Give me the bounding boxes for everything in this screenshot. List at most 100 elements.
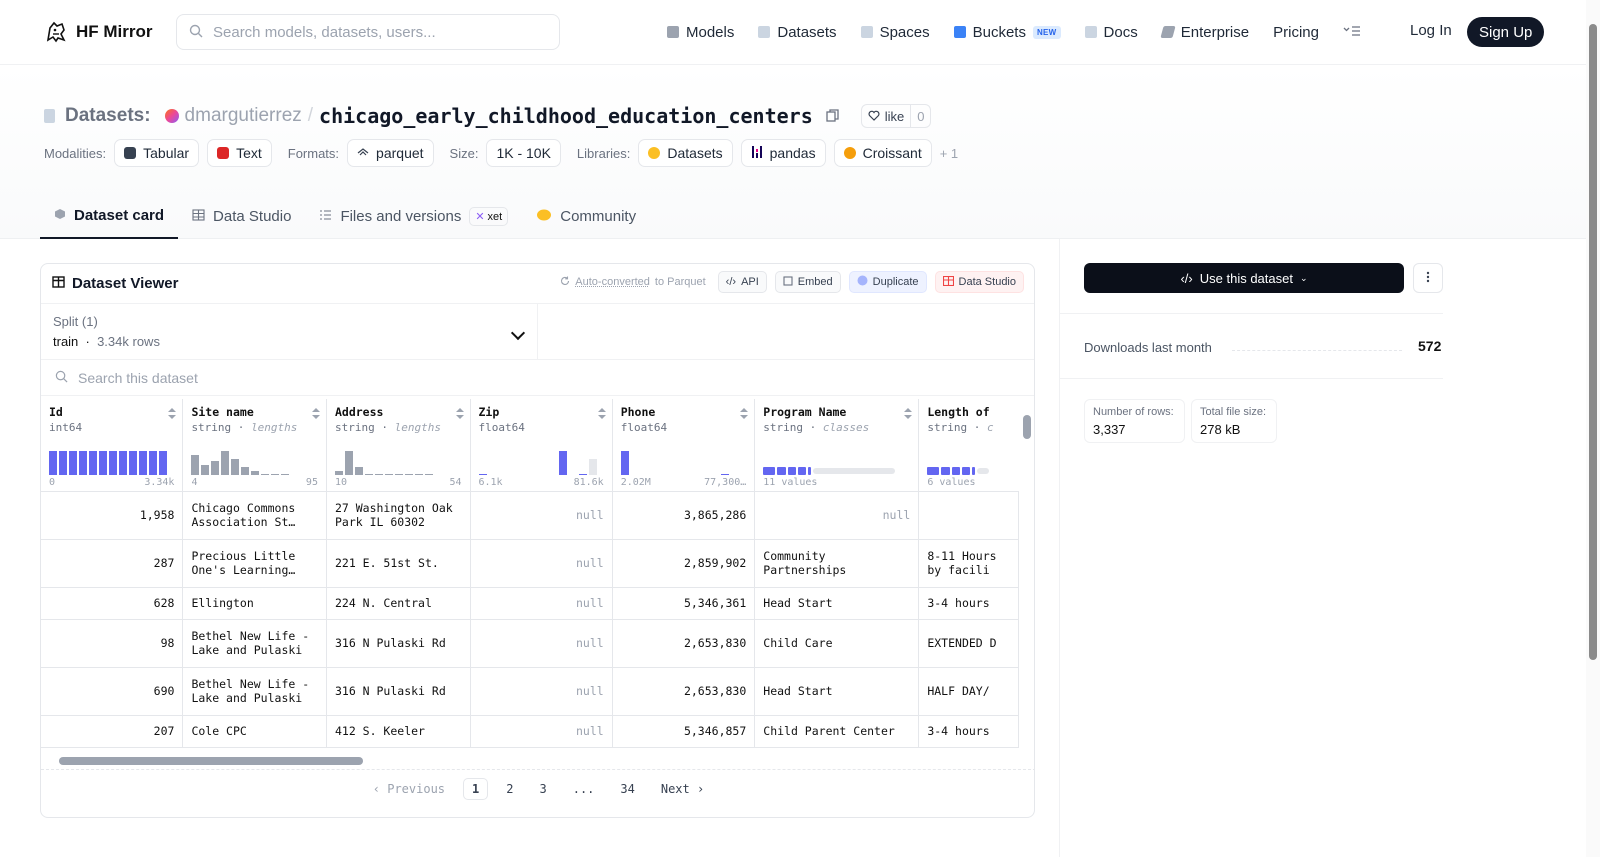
embed-button[interactable]: Embed — [774, 271, 841, 293]
sort-icon[interactable] — [904, 408, 913, 420]
column-header-program-name[interactable]: Program Name string · classes 11 values — [754, 399, 920, 492]
cell-zip[interactable]: null — [470, 619, 613, 668]
cell-address[interactable]: 316 N Pulaski Rd — [326, 619, 471, 668]
cell-phone[interactable]: 2,653,830 — [612, 667, 756, 716]
cell-site-name[interactable]: Bethel New Life - Lake and Pulaski — [182, 667, 327, 716]
page-button[interactable]: 2 — [506, 781, 514, 796]
brand-logo[interactable]: HF Mirror — [44, 20, 153, 44]
tag-tabular[interactable]: Tabular — [114, 139, 200, 167]
tab-community[interactable]: Community — [522, 194, 650, 239]
cell-phone[interactable]: 2,653,830 — [612, 619, 756, 668]
cell-id[interactable]: 287 — [41, 539, 184, 588]
cell-id[interactable]: 207 — [41, 715, 184, 748]
cell-program-name[interactable]: Child Parent Center — [754, 715, 920, 748]
owner-link[interactable]: dmargutierrez — [184, 105, 302, 126]
duplicate-button[interactable]: Duplicate — [848, 271, 927, 293]
nav-docs[interactable]: Docs — [1084, 20, 1138, 44]
previous-page-button[interactable]: ‹ Previous — [372, 781, 446, 796]
cell-length[interactable] — [918, 491, 1019, 540]
cell-zip[interactable]: null — [470, 715, 613, 748]
cell-site-name[interactable]: Cole CPC — [182, 715, 327, 748]
cell-id[interactable]: 1,958 — [41, 491, 184, 540]
cell-program-name[interactable]: Community Partnerships — [754, 539, 920, 588]
section-label[interactable]: Datasets: — [65, 105, 151, 126]
cell-zip[interactable]: null — [470, 667, 613, 716]
cell-program-name[interactable]: Head Start — [754, 587, 920, 620]
nav-pricing[interactable]: Pricing — [1273, 20, 1319, 44]
dataset-search-input[interactable] — [78, 369, 678, 386]
column-header-phone[interactable]: Phone float64 2.02M 77,300… — [612, 399, 756, 492]
tag-pandas[interactable]: pandas — [740, 139, 826, 167]
table-row[interactable]: 690 Bethel New Life - Lake and Pulaski 3… — [41, 667, 1019, 716]
cell-site-name[interactable]: Bethel New Life - Lake and Pulaski — [182, 619, 327, 668]
login-link[interactable]: Log In — [1410, 22, 1452, 39]
table-row[interactable]: 98 Bethel New Life - Lake and Pulaski 31… — [41, 619, 1019, 668]
global-search-input[interactable] — [213, 23, 543, 41]
dataset-search[interactable] — [41, 360, 1034, 396]
column-header-length[interactable]: Length of string · c 6 values — [918, 399, 1019, 492]
table-row[interactable]: 207 Cole CPC 412 S. Keeler null 5,346,85… — [41, 715, 1019, 748]
nav-models[interactable]: Models — [667, 20, 734, 44]
column-header-address[interactable]: Address string · lengths 10 54 — [326, 399, 471, 492]
cell-address[interactable]: 412 S. Keeler — [326, 715, 471, 748]
cell-id[interactable]: 98 — [41, 619, 184, 668]
signup-button[interactable]: Sign Up — [1467, 17, 1545, 47]
tab-data-studio[interactable]: Data Studio — [178, 194, 305, 239]
cell-length[interactable]: 3-4 hours — [918, 587, 1019, 620]
column-header-site-name[interactable]: Site name string · lengths 4 95 — [182, 399, 327, 492]
cell-address[interactable]: 316 N Pulaski Rd — [326, 667, 471, 716]
column-header-zip[interactable]: Zip float64 6.1k 81.6k — [470, 399, 613, 492]
repo-name[interactable]: chicago_early_childhood_education_center… — [319, 104, 813, 128]
tag-size[interactable]: 1K - 10K — [486, 139, 561, 167]
sort-icon[interactable] — [455, 408, 464, 420]
data-studio-button[interactable]: Data Studio — [934, 271, 1024, 293]
split-select[interactable]: Split (1) train · 3.34k rows — [41, 304, 538, 359]
table-row[interactable]: 628 Ellington 224 N. Central null 5,346,… — [41, 587, 1019, 620]
page-scrollbar[interactable] — [1586, 0, 1600, 857]
nav-datasets[interactable]: Datasets — [758, 20, 837, 44]
libraries-more[interactable]: + 1 — [939, 145, 959, 161]
cell-phone[interactable]: 5,346,857 — [612, 715, 756, 748]
tag-parquet[interactable]: parquet — [347, 139, 434, 167]
cell-address[interactable]: 221 E. 51st St. — [326, 539, 471, 588]
tab-files-versions[interactable]: Files and versions ✕ xet — [305, 194, 522, 239]
page-button[interactable]: 3 — [539, 781, 547, 796]
cell-site-name[interactable]: Ellington — [182, 587, 327, 620]
scrollbar-thumb[interactable] — [1589, 24, 1597, 660]
cell-zip[interactable]: null — [470, 491, 613, 540]
api-button[interactable]: ‹/› API — [717, 271, 767, 293]
cell-length[interactable]: HALF DAY/ — [918, 667, 1019, 716]
scrollbar-thumb[interactable] — [1023, 415, 1031, 439]
page-button[interactable]: 34 — [620, 781, 635, 796]
tab-dataset-card[interactable]: Dataset card — [40, 194, 179, 239]
cell-address[interactable]: 27 Washington Oak Park IL 60302 — [326, 491, 471, 540]
cell-zip[interactable]: null — [470, 587, 613, 620]
sort-icon[interactable] — [597, 408, 606, 420]
grid-horizontal-scrollbar[interactable] — [41, 754, 1019, 768]
cell-id[interactable]: 628 — [41, 587, 184, 620]
cell-zip[interactable]: null — [470, 539, 613, 588]
sort-icon[interactable] — [168, 408, 177, 420]
nav-enterprise[interactable]: Enterprise — [1160, 20, 1249, 44]
cell-phone[interactable]: 3,865,286 — [612, 491, 756, 540]
cell-site-name[interactable]: Precious Little One's Learning… — [182, 539, 327, 588]
cell-id[interactable]: 690 — [41, 667, 184, 716]
cell-phone[interactable]: 5,346,361 — [612, 587, 756, 620]
tag-datasets[interactable]: Datasets — [638, 139, 733, 167]
auto-converted-link[interactable]: Auto-converted — [575, 276, 650, 288]
tag-text[interactable]: Text — [207, 139, 272, 167]
more-options-button[interactable] — [1413, 263, 1443, 293]
sort-icon[interactable] — [311, 408, 320, 420]
nav-buckets[interactable]: Buckets NEW — [953, 20, 1061, 44]
grid-vertical-scrollbar[interactable] — [1019, 399, 1034, 754]
cell-length[interactable]: 8-11 Hours by facili — [918, 539, 1019, 588]
cell-program-name[interactable]: null — [754, 491, 920, 540]
like-button[interactable]: like 0 — [860, 104, 932, 128]
cell-site-name[interactable]: Chicago Commons Association St… — [182, 491, 327, 540]
cell-program-name[interactable]: Child Care — [754, 619, 920, 668]
column-header-id[interactable]: Id int64 0 3.34k — [41, 399, 184, 492]
cell-phone[interactable]: 2,859,902 — [612, 539, 756, 588]
scrollbar-thumb[interactable] — [59, 757, 363, 765]
use-dataset-button[interactable]: ‹/› Use this dataset ⌄ — [1084, 263, 1404, 293]
table-row[interactable]: 1,958 Chicago Commons Association St… 27… — [41, 491, 1019, 540]
